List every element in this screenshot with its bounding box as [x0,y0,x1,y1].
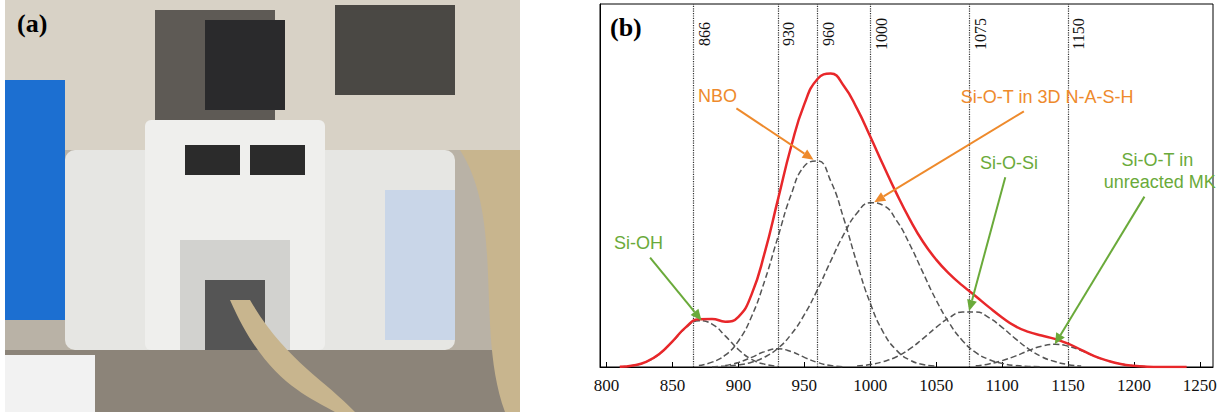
svg-text:Si-O-T in 3D N-A-S-H: Si-O-T in 3D N-A-S-H [961,87,1134,107]
svg-text:Si-OH: Si-OH [614,233,663,253]
svg-text:930: 930 [780,22,797,46]
svg-text:(b): (b) [610,13,642,42]
svg-text:NBO: NBO [698,86,737,106]
svg-text:950: 950 [792,376,818,395]
svg-text:1150: 1150 [1051,376,1084,395]
svg-text:1150: 1150 [1070,18,1087,49]
svg-text:1000: 1000 [853,376,887,395]
svg-text:960: 960 [820,22,837,46]
svg-text:1200: 1200 [1117,376,1151,395]
svg-text:1250: 1250 [1183,376,1217,395]
svg-text:1075: 1075 [972,18,989,50]
svg-text:Si-O-T in: Si-O-T in [1121,150,1198,170]
svg-text:unreacted MK: unreacted MK [1104,172,1216,192]
svg-text:(a): (a) [17,9,47,38]
svg-text:1000: 1000 [873,18,890,50]
svg-text:900: 900 [726,376,752,395]
svg-text:Si-O-Si: Si-O-Si [980,153,1038,173]
svg-text:1050: 1050 [919,376,953,395]
svg-text:800: 800 [594,376,620,395]
svg-text:866: 866 [696,22,713,46]
svg-text:850: 850 [660,376,686,395]
svg-text:1100: 1100 [985,376,1018,395]
